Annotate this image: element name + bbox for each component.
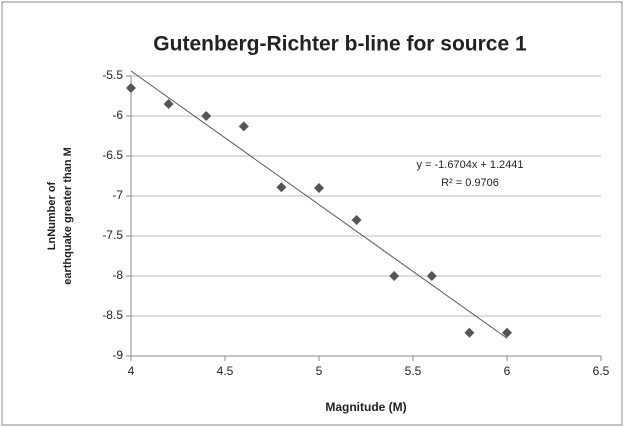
x-tick-label: 6.5 xyxy=(593,364,610,378)
data-point xyxy=(426,271,437,281)
data-point xyxy=(464,327,475,338)
data-point xyxy=(276,182,287,193)
y-tick-label: -5.5 xyxy=(102,68,123,82)
y-tick-label: -6 xyxy=(112,108,123,122)
y-axis-label: LnNumber of earthquake greater than M xyxy=(46,147,74,285)
chart-title: Gutenberg-Richter b-line for source 1 xyxy=(153,33,527,56)
data-point xyxy=(389,271,400,281)
trendline-equation: y = -1.6704x + 1.2441 xyxy=(416,159,523,171)
y-tick-label: -7.5 xyxy=(102,228,123,242)
x-tick-label: 6 xyxy=(504,364,511,378)
y-tick-label: -8.5 xyxy=(102,308,123,322)
data-point xyxy=(126,83,136,93)
data-point xyxy=(351,215,362,225)
x-tick-label: 5 xyxy=(316,364,323,378)
y-axis-label-line: LnNumber of xyxy=(46,181,58,250)
x-tick-label: 4 xyxy=(128,364,135,378)
x-tick-label: 4.5 xyxy=(217,364,234,378)
y-tick-label: -8 xyxy=(112,268,123,282)
data-point xyxy=(314,183,324,193)
y-tick-label: -6.5 xyxy=(102,148,123,162)
y-tick-label: -9 xyxy=(112,348,123,362)
x-axis-label: Magnitude (M) xyxy=(325,400,406,414)
data-point xyxy=(238,121,249,132)
data-point xyxy=(502,327,512,338)
trendline-r2: R² = 0.9706 xyxy=(441,177,499,189)
data-point xyxy=(201,111,212,121)
trendline xyxy=(130,70,508,339)
y-tick-label: -7 xyxy=(112,188,123,202)
y-axis-label-line: earthquake greater than M xyxy=(62,147,74,285)
data-point xyxy=(163,99,174,109)
x-tick-label: 5.5 xyxy=(405,364,422,378)
